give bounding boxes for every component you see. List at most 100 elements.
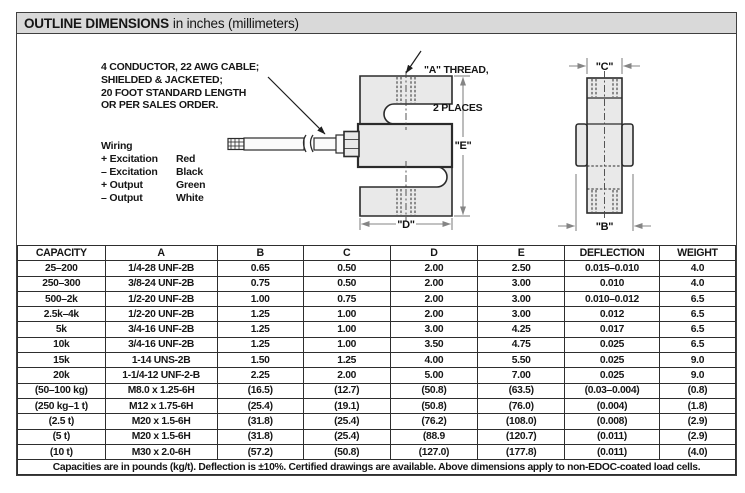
table-cell: 1.50 <box>216 352 304 369</box>
table-cell: (76.2) <box>389 413 479 430</box>
table-cell: 1/4-28 UNF-2B <box>104 260 218 277</box>
table-row: 2.5k–4k 1/2-20 UNF-2B 1.25 1.00 2.00 3.00 0.01… <box>17 306 737 323</box>
thread-hole-bottom-icon <box>396 161 416 221</box>
table-row: 15k 1-14 UNS-2B 1.50 1.25 4.00 5.50 0.025 9.0 <box>17 352 737 369</box>
table-cell: (120.7) <box>477 428 566 445</box>
wiring-heading: Wiring <box>101 140 133 152</box>
table-cell: (19.1) <box>302 397 391 415</box>
table-cell: (0.011) <box>564 428 660 445</box>
table-cell: 3.00 <box>477 290 566 308</box>
col-header-c: C <box>302 244 391 262</box>
table-cell: (50–100 kg) <box>17 382 106 399</box>
table-cell: 4.00 <box>389 352 479 369</box>
table-cell: 1.00 <box>216 290 304 308</box>
table-cell: (25.4) <box>216 397 304 415</box>
table-row: 25–200 1/4-28 UNF-2B 0.65 0.50 2.00 2.50 0.015… <box>17 260 737 277</box>
table-cell: 15k <box>17 352 106 369</box>
dim-label-e: "E" <box>455 140 472 152</box>
table-cell: (2.9) <box>658 413 737 430</box>
wiring-legend: Wiring + Excitation Red – Excitation Bla… <box>101 140 206 205</box>
side-thread-bottom-icon <box>591 190 618 212</box>
cable-gland-hex-nut-icon <box>343 130 360 158</box>
a-thread-note: "A" THREAD, 2 PLACES <box>424 38 489 140</box>
table-cell: 2.00 <box>389 306 479 323</box>
table-cell: 0.012 <box>564 306 660 323</box>
table-cell: 0.50 <box>302 260 391 277</box>
front-view <box>356 71 454 221</box>
panel-title: OUTLINE DIMENSIONS <box>24 15 169 31</box>
table-cell: 2.50 <box>477 260 566 277</box>
table-cell: 0.65 <box>216 260 304 277</box>
table-cell: 3.50 <box>389 336 479 354</box>
table-cell: 0.010 <box>564 275 660 292</box>
table-cell: 4.25 <box>477 321 566 338</box>
side-flange-right <box>621 123 634 167</box>
table-cell: (31.8) <box>216 413 304 430</box>
table-cell: 250–300 <box>17 275 106 292</box>
table-row: (50–100 kg) M8.0 x 1.25-6H (16.5) (12.7) (50… <box>17 382 737 399</box>
table-footnote-row: Capacities are in pounds (kg/t). Deflect… <box>17 459 736 476</box>
table-cell: (0.011) <box>564 443 660 461</box>
table-cell: 9.0 <box>658 367 737 384</box>
cable-note-leader-arrow <box>267 76 326 135</box>
a-thread-leader-arrow <box>405 50 422 74</box>
table-cell: 2.00 <box>389 275 479 292</box>
cable-assembly <box>227 130 360 158</box>
col-header-b: B <box>216 244 304 262</box>
table-cell: (76.0) <box>477 397 566 415</box>
table-cell: 5k <box>17 321 106 338</box>
table-cell: 0.015–0.010 <box>564 260 660 277</box>
table-cell: 2.25 <box>216 367 304 384</box>
table-row: (2.5 t) M20 x 1.5-6H (31.8) (25.4) (76.2) (10… <box>17 413 737 430</box>
table-cell: 1.25 <box>302 352 391 369</box>
cable-spec-note: 4 CONDUCTOR, 22 AWG CABLE; SHIELDED & JA… <box>101 61 260 112</box>
table-cell: 3.00 <box>477 275 566 292</box>
table-row: (250 kg–1 t) M12 x 1.75-6H (25.4) (19.1) (50… <box>17 397 737 415</box>
table-header-row: CAPACITY A B C D E DEFLECTION WEIGHT <box>17 244 737 262</box>
table-cell: (0.03–0.004) <box>564 382 660 399</box>
cable-break-icon <box>302 134 307 153</box>
col-header-a: A <box>104 244 218 262</box>
table-cell: M12 x 1.75-6H <box>104 397 218 415</box>
table-cell: 1-14 UNS-2B <box>104 352 218 369</box>
load-cell-drawing-svg: "E" "D" <box>227 50 651 233</box>
table-cell: 4.75 <box>477 336 566 354</box>
side-view <box>575 71 634 220</box>
table-cell: (12.7) <box>302 382 391 399</box>
side-thread-top-icon <box>591 79 618 97</box>
table-row: (10 t) M30 x 2.0-6H (57.2) (50.8) (127.0) (17… <box>17 443 737 461</box>
wiring-signal: + Output <box>101 179 143 191</box>
dimensions-table-body: 25–200 1/4-28 UNF-2B 0.65 0.50 2.00 2.50 0.015… <box>17 260 737 461</box>
table-cell: 0.75 <box>302 290 391 308</box>
cable-conductors-icon <box>227 137 245 151</box>
table-cell: M20 x 1.5-6H <box>104 413 218 430</box>
table-cell: (2.5 t) <box>17 413 106 430</box>
a-thread-line2: 2 PLACES <box>433 101 483 114</box>
thread-hole-top-icon <box>396 71 416 130</box>
table-cell: 3/8-24 UNF-2B <box>104 275 218 292</box>
table-cell: (1.8) <box>658 397 737 415</box>
col-header-capacity: CAPACITY <box>17 244 106 262</box>
cable-segment-2 <box>313 137 339 151</box>
table-cell: 3/4-16 UNF-2B <box>104 336 218 354</box>
side-flange-left <box>575 123 588 167</box>
table-cell: 6.5 <box>658 306 737 323</box>
table-cell: 6.5 <box>658 290 737 308</box>
table-cell: 500–2k <box>17 290 106 308</box>
wiring-row: – Excitation Black <box>101 166 205 179</box>
table-cell: (25.4) <box>302 413 391 430</box>
table-cell: (0.8) <box>658 382 737 399</box>
table-cell: 1.00 <box>302 321 391 338</box>
table-cell: (50.8) <box>389 382 479 399</box>
table-cell: M20 x 1.5-6H <box>104 428 218 445</box>
table-cell: 6.5 <box>658 321 737 338</box>
table-cell: 10k <box>17 336 106 354</box>
outline-dimensions-panel: OUTLINE DIMENSIONS in inches (millimeter… <box>16 12 737 477</box>
dimension-c: "C" <box>569 58 640 74</box>
table-row: 5k 3/4-16 UNF-2B 1.25 1.00 3.00 4.25 0.017 6.5 <box>17 321 737 338</box>
table-cell: 0.50 <box>302 275 391 292</box>
table-cell: 0.025 <box>564 367 660 384</box>
cable-collar <box>335 134 345 154</box>
table-cell: 7.00 <box>477 367 566 384</box>
